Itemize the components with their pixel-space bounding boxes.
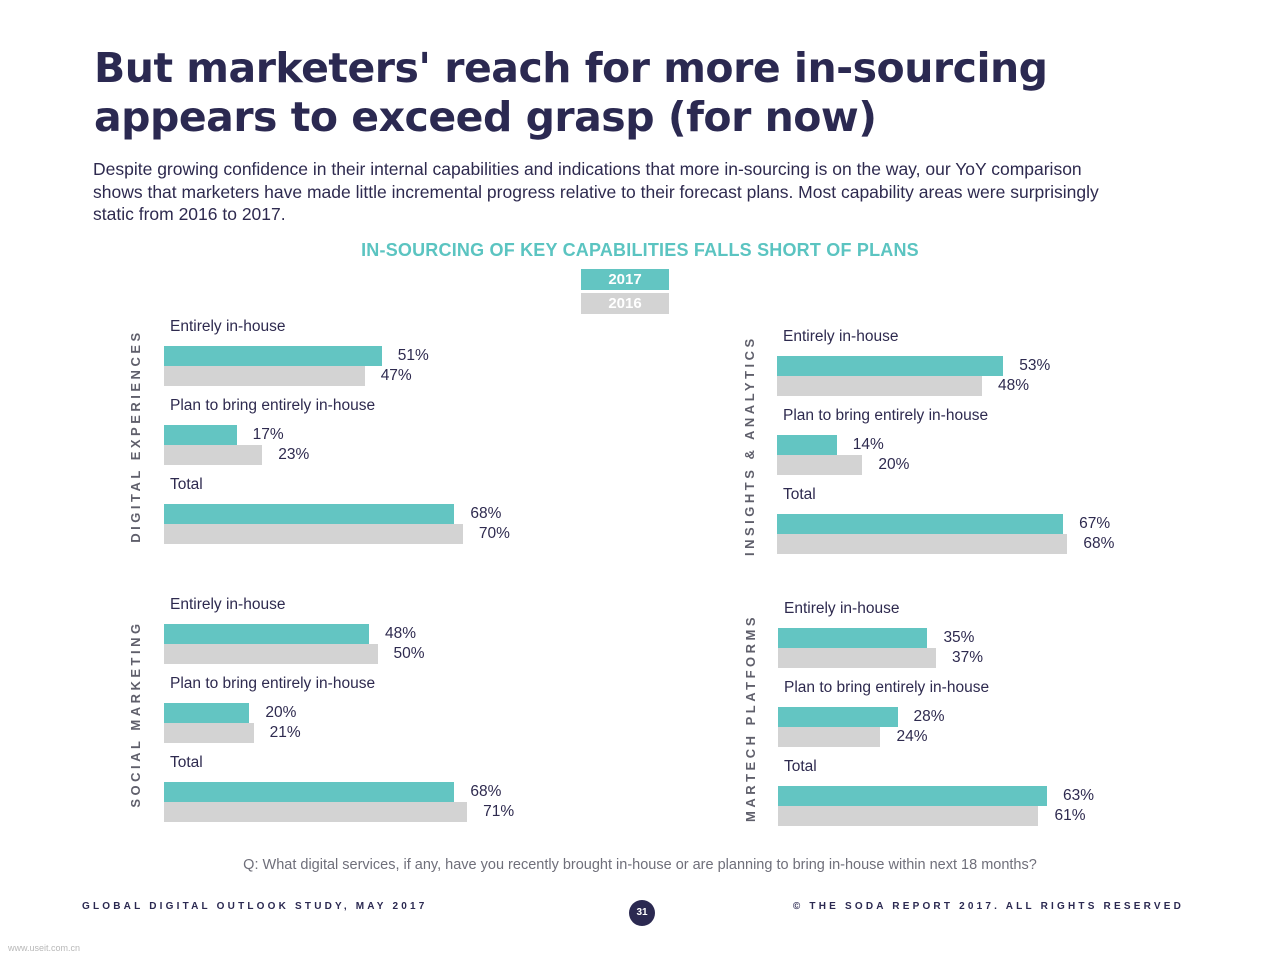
data-label-2017: 68% [470,505,502,522]
data-label-2017: 68% [470,783,502,800]
bar-social-marketing-plan-to-bring-entirely-in-house-2017 [164,703,250,723]
bar-digital-experiences-entirely-in-house-2016 [164,366,365,386]
category-label: Plan to bring entirely in-house [783,407,989,424]
page-subtitle: Despite growing confidence in their inte… [93,158,1173,226]
data-label-2017: 20% [265,704,297,721]
data-label-2017: 51% [397,347,429,364]
bar-insights-analytics-total-2017 [777,514,1064,534]
category-label: Entirely in-house [784,600,900,617]
bar-insights-analytics-plan-to-bring-entirely-in-house-2017 [777,435,837,455]
category-label: Plan to bring entirely in-house [170,675,376,692]
subtitle-line-2: shows that marketers have made little in… [93,181,1099,202]
bar-social-marketing-total-2017 [164,782,455,802]
data-label-2016: 70% [478,525,510,542]
bar-digital-experiences-plan-to-bring-entirely-in-house-2016 [164,445,263,465]
category-label: Total [170,754,203,771]
bar-social-marketing-entirely-in-house-2017 [164,624,369,644]
category-label: Entirely in-house [170,318,286,335]
bar-martech-platforms-entirely-in-house-2016 [778,648,936,668]
data-label-2017: 48% [384,625,416,642]
bar-social-marketing-entirely-in-house-2016 [164,644,378,664]
bar-insights-analytics-total-2016 [777,534,1068,554]
category-label: Total [784,758,817,775]
data-label-2016: 68% [1083,535,1115,552]
data-label-2017: 67% [1079,515,1111,532]
panel-label-digital-experiences: DIGITAL EXPERIENCES [128,329,143,543]
data-label-2016: 24% [896,728,928,745]
page-number-badge: 31 [629,900,655,926]
category-label: Plan to bring entirely in-house [784,679,990,696]
legend-2016: 2016 [581,293,669,314]
data-label-2017: 53% [1019,357,1051,374]
data-label-2016: 23% [278,446,310,463]
data-label-2017: 28% [913,708,945,725]
bar-social-marketing-total-2016 [164,802,468,822]
bar-social-marketing-plan-to-bring-entirely-in-house-2016 [164,723,254,743]
panel-label-insights-analytics: INSIGHTS & ANALYTICS [742,335,757,556]
bar-insights-analytics-entirely-in-house-2016 [777,376,982,396]
bar-martech-platforms-total-2017 [778,786,1047,806]
bar-digital-experiences-total-2017 [164,504,455,524]
data-label-2016: 71% [483,803,515,820]
data-label-2017: 63% [1063,787,1095,804]
category-label: Entirely in-house [783,328,899,345]
bar-martech-platforms-plan-to-bring-entirely-in-house-2017 [778,707,898,727]
footer-copyright: © THE SODA REPORT 2017. ALL RIGHTS RESER… [792,901,1184,912]
bar-digital-experiences-total-2016 [164,524,463,544]
data-label-2016: 37% [951,649,984,666]
footer-study-title: GLOBAL DIGITAL OUTLOOK STUDY, MAY 2017 [82,901,428,912]
bar-digital-experiences-entirely-in-house-2017 [164,346,382,366]
data-label-2017: 14% [852,436,884,453]
category-label: Total [783,486,816,503]
page-title: But marketers' reach for more in-sourcin… [94,44,1194,142]
bar-martech-platforms-plan-to-bring-entirely-in-house-2016 [778,727,881,747]
survey-question: Q: What digital services, if any, have y… [243,857,1037,873]
bar-insights-analytics-plan-to-bring-entirely-in-house-2016 [777,455,863,475]
data-label-2016: 47% [380,367,412,384]
chart-title: IN-SOURCING OF KEY CAPABILITIES FALLS SH… [361,240,919,260]
data-label-2016: 21% [269,724,301,741]
legend-2017: 2017 [581,269,669,290]
data-label-2016: 61% [1054,807,1086,824]
data-label-2017: 35% [943,629,975,646]
category-label: Plan to bring entirely in-house [170,397,376,414]
watermark: www.useit.com.cn [8,943,81,953]
bar-digital-experiences-plan-to-bring-entirely-in-house-2017 [164,425,237,445]
title-line-2: appears to exceed grasp (for now) [94,93,877,141]
title-line-1: But marketers' reach for more in-sourcin… [94,44,1048,92]
data-label-2016: 48% [997,377,1029,394]
panel-label-social-marketing: SOCIAL MARKETING [128,620,143,808]
bar-insights-analytics-entirely-in-house-2017 [777,356,1004,376]
panel-label-martech-platforms: MARTECH PLATFORMS [743,613,758,823]
data-label-2016: 20% [878,456,910,473]
category-label: Entirely in-house [170,596,286,613]
bar-martech-platforms-total-2016 [778,806,1039,826]
subtitle-line-3: static from 2016 to 2017. [93,204,286,224]
data-label-2016: 50% [393,645,425,662]
data-label-2017: 17% [252,426,284,443]
bar-martech-platforms-entirely-in-house-2017 [778,628,928,648]
subtitle-line-1: Despite growing confidence in their inte… [93,159,1082,179]
category-label: Total [170,476,203,493]
